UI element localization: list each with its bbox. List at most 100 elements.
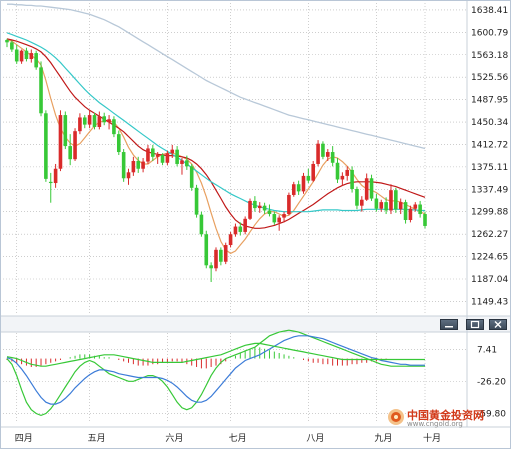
candle-body <box>360 199 364 206</box>
candle <box>73 128 77 161</box>
candle-body <box>301 175 306 192</box>
candle-body <box>389 190 393 211</box>
ma_mid-line <box>6 38 426 229</box>
candle-body <box>92 115 97 127</box>
candle-body <box>423 214 427 226</box>
candle <box>92 112 97 130</box>
macd_fast-line <box>6 329 425 417</box>
candle-body <box>199 214 204 235</box>
macd-tick-label: -59.80 <box>477 409 506 419</box>
candle-body <box>78 117 82 132</box>
candle-body <box>408 208 413 220</box>
candle-body <box>151 148 155 157</box>
month-label: 十月 <box>423 432 441 444</box>
candle-body <box>369 178 374 199</box>
candle <box>180 158 184 175</box>
minimize-icon <box>445 326 453 328</box>
candle-body <box>136 160 141 169</box>
candle <box>369 174 374 201</box>
candle <box>5 38 9 48</box>
candle <box>418 200 422 218</box>
candle-body <box>126 172 131 179</box>
candle-body <box>63 115 68 147</box>
minimize-button[interactable] <box>440 319 458 330</box>
price-tick-label: 1450.34 <box>471 118 508 128</box>
watermark-url: www.cngold.org <box>407 420 463 428</box>
candle-body <box>223 245 228 262</box>
candle-body <box>277 217 281 223</box>
candle <box>39 61 43 117</box>
close-button[interactable] <box>489 319 507 330</box>
restore-button[interactable] <box>466 319 484 330</box>
candle <box>146 144 150 164</box>
candle-body <box>384 202 388 211</box>
candle <box>345 166 350 181</box>
candle-body <box>214 249 218 269</box>
candle-body <box>112 119 116 135</box>
candle <box>223 242 228 265</box>
candle <box>102 112 107 126</box>
candle <box>408 205 413 223</box>
candle-body <box>335 162 340 180</box>
candle-body <box>248 200 252 219</box>
candle <box>44 110 48 182</box>
candle <box>243 216 247 235</box>
candle-body <box>44 113 48 179</box>
month-label: 九月 <box>374 433 392 444</box>
candle <box>257 202 262 213</box>
candle <box>321 141 325 160</box>
candle <box>82 115 87 129</box>
candle <box>262 202 267 215</box>
candle <box>209 262 213 282</box>
candle-body <box>185 160 189 167</box>
candle-body <box>107 119 111 123</box>
restore-icon <box>470 320 480 329</box>
candle <box>10 40 14 52</box>
candle-body <box>10 42 14 50</box>
month-label: 五月 <box>88 433 106 444</box>
candle <box>403 199 408 224</box>
price-tick-label: 1187.04 <box>471 275 508 285</box>
price-tick-label: 1638.41 <box>471 6 508 16</box>
candle-body <box>398 202 403 210</box>
candle <box>311 160 316 182</box>
candle <box>29 49 34 63</box>
price-tick-label: 1224.65 <box>471 253 508 263</box>
close-icon <box>494 321 502 328</box>
price-tick-label: 1525.56 <box>471 73 508 83</box>
macd-histogram <box>6 347 387 369</box>
candle <box>136 156 141 173</box>
candle <box>19 49 24 64</box>
candle <box>238 222 243 236</box>
candle-body <box>141 161 145 169</box>
candle-body <box>316 143 320 164</box>
candle <box>63 111 68 150</box>
candle <box>233 223 238 237</box>
candle-body <box>170 149 175 154</box>
candle <box>58 110 63 172</box>
price-tick-label: 1337.49 <box>471 185 508 195</box>
candle <box>364 173 369 201</box>
candle <box>287 192 291 216</box>
candle <box>214 247 218 272</box>
candle <box>360 196 364 212</box>
price-tick-label: 1600.79 <box>471 28 508 38</box>
candle-body <box>379 202 384 209</box>
candle-body <box>233 226 238 235</box>
candle-body <box>146 148 150 162</box>
candle <box>301 172 306 194</box>
price-y-axis: 1638.41 1600.79 1563.18 1525.56 1487.95 1450.… <box>3 6 508 307</box>
candle-body <box>73 131 77 160</box>
candle <box>116 130 121 156</box>
candle-body <box>160 155 165 163</box>
candle-body <box>355 189 359 206</box>
candle <box>296 180 301 195</box>
candle <box>24 47 29 62</box>
candle-body <box>48 181 53 184</box>
candle <box>374 193 379 212</box>
candle-body <box>5 39 9 43</box>
candle-body <box>340 175 345 180</box>
candle <box>413 202 418 212</box>
candle <box>394 187 398 213</box>
candle <box>87 110 92 129</box>
